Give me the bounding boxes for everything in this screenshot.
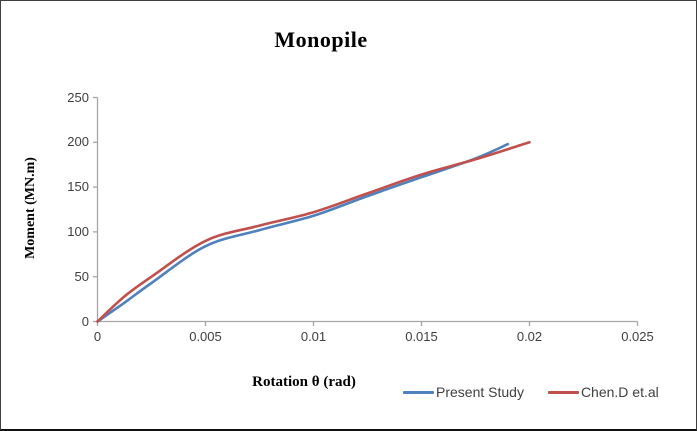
legend-line-icon bbox=[403, 390, 434, 394]
legend-item-present-study: Present Study bbox=[403, 384, 524, 400]
y-tick-label: 100 bbox=[67, 223, 89, 239]
x-tick-label: 0.02 bbox=[516, 329, 543, 344]
legend-label: Present Study bbox=[436, 384, 524, 400]
x-tick-label: 0.015 bbox=[405, 329, 438, 344]
x-tick-label: 0.025 bbox=[621, 329, 654, 344]
x-axis-title: Rotation θ (rad) bbox=[252, 374, 356, 390]
y-axis-title: Moment (MN.m) bbox=[23, 157, 38, 259]
legend-label: Chen.D et.al bbox=[580, 384, 659, 400]
y-tick-label: 200 bbox=[67, 134, 89, 150]
legend: Present Study Chen.D et.al bbox=[403, 384, 659, 400]
legend-item-chen-d-et-al: Chen.D et.al bbox=[547, 384, 659, 400]
x-tick-label: 0.005 bbox=[189, 329, 222, 344]
y-tick-label: 50 bbox=[74, 268, 89, 284]
chart-title: Monopile bbox=[274, 27, 368, 52]
legend-line-icon bbox=[547, 390, 579, 394]
y-tick-label: 250 bbox=[67, 89, 89, 105]
y-tick-label: 0 bbox=[81, 313, 89, 329]
y-tick-label: 150 bbox=[67, 179, 89, 195]
x-tick-label: 0 bbox=[93, 329, 102, 344]
x-tick-label: 0.01 bbox=[300, 329, 327, 344]
series-line-present-study bbox=[96, 142, 510, 323]
series-line-chen-d-et-al bbox=[96, 141, 531, 323]
